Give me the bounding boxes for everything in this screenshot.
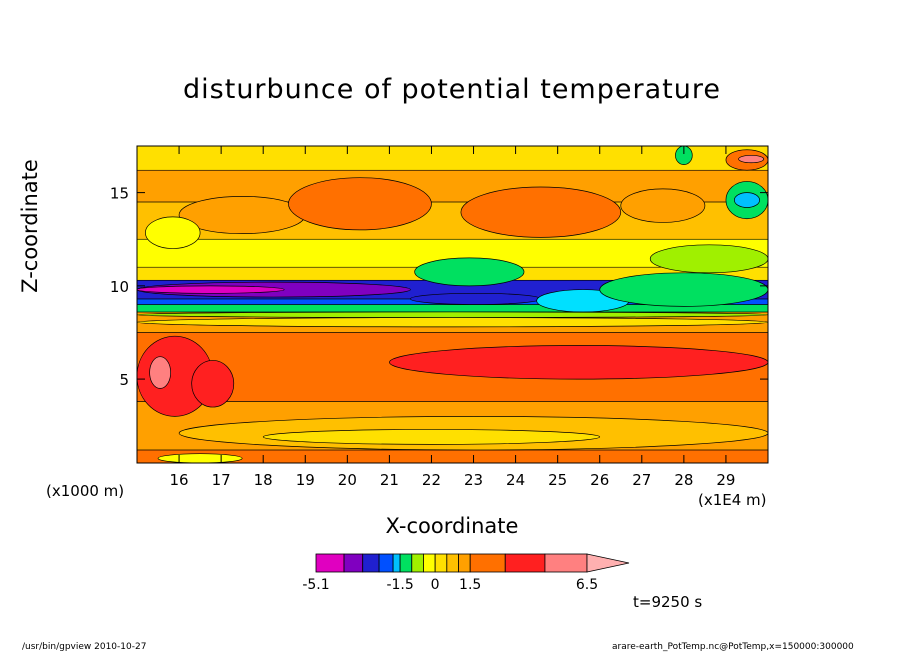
x-tick-label-16: 16 [170,471,189,489]
x-tick-label-23: 23 [464,471,483,489]
contour-band-11 [137,146,768,171]
x-tick-label-25: 25 [548,471,567,489]
colorbar-cell-8 [434,553,448,573]
x-tick-label-28: 28 [674,471,693,489]
contour-feature-14 [620,188,706,223]
x-axis-label: X-coordinate [385,514,519,538]
colorbar-label-2: 0 [431,577,440,593]
contour-feature-10 [191,360,235,408]
contour-feature-5 [599,272,768,307]
colorbar-label-1: -1.5 [386,577,413,593]
y-ticks: 5 10 15 [110,185,768,389]
colorbar-cell-0 [315,553,345,573]
x-tick-label-17: 17 [212,471,231,489]
contour-feature-25 [137,311,768,318]
colorbar-cell-4 [392,553,401,573]
colorbar-cell-7 [423,553,436,573]
colorbar-cell-11 [469,553,506,573]
contour-feature-6 [649,244,768,274]
time-label: t=9250 s [633,593,703,611]
x-tick-label-27: 27 [632,471,651,489]
plot-fill [137,146,768,463]
contour-feature-23 [157,453,243,463]
x-tick-label-20: 20 [338,471,357,489]
plot-frame [136,145,769,464]
contour-feature-2 [410,292,542,305]
x-tick-label-22: 22 [422,471,441,489]
colorbar-cell-9 [446,553,459,573]
x-tick-label-18: 18 [254,471,273,489]
y-tick-label-5: 5 [119,371,129,389]
contour-feature-7 [389,345,768,380]
contour-feature-20 [145,216,201,249]
x-ticks: 16 17 18 19 20 21 22 23 24 25 26 27 28 29 [170,146,735,489]
y-tick-label-15: 15 [110,185,129,203]
colorbar-label-4: 6.5 [576,577,598,593]
footer-right-text: arare-earth_PotTemp.nc@PotTemp,x=150000:… [612,642,854,652]
colorbar-cell-1 [343,553,364,573]
contour-feature-22 [262,429,601,445]
x-tick-label-19: 19 [296,471,315,489]
colorbar: -5.1 -1.5 0 1.5 6.5 [302,553,630,593]
x-tick-label-26: 26 [590,471,609,489]
x-unit-right-label: (x1E4 m) [698,491,767,509]
colorbar-cell-13 [544,553,588,573]
contour-feature-4 [414,257,525,287]
colorbar-label-0: -5.1 [302,577,329,593]
colorbar-extend-arrow [586,553,630,573]
contour-feature-24 [137,317,768,328]
chart-title: disturbunce of potential temperature [183,74,721,105]
x-unit-left-label: (x1000 m) [46,482,125,500]
footer-left-text: /usr/bin/gpview 2010-10-27 [22,642,147,652]
contour-feature-12 [288,177,432,231]
y-tick-label-10: 10 [110,278,129,296]
colorbar-cell-6 [411,553,424,573]
colorbar-cell-12 [504,553,546,573]
colorbar-cell-10 [458,553,471,573]
x-tick-label-21: 21 [380,471,399,489]
contour-feature-9 [149,356,172,389]
contour-feature-15 [675,146,693,165]
colorbar-cell-3 [378,553,394,573]
colorbar-cell-2 [362,553,380,573]
contour-feature-17 [738,154,765,164]
contour-feature-13 [460,186,622,238]
contour-feature-1 [137,285,285,294]
contour-feature-19 [733,192,760,208]
colorbar-label-3: 1.5 [459,577,481,593]
x-tick-label-24: 24 [506,471,525,489]
x-tick-label-29: 29 [716,471,735,489]
colorbar-cell-5 [399,553,413,573]
